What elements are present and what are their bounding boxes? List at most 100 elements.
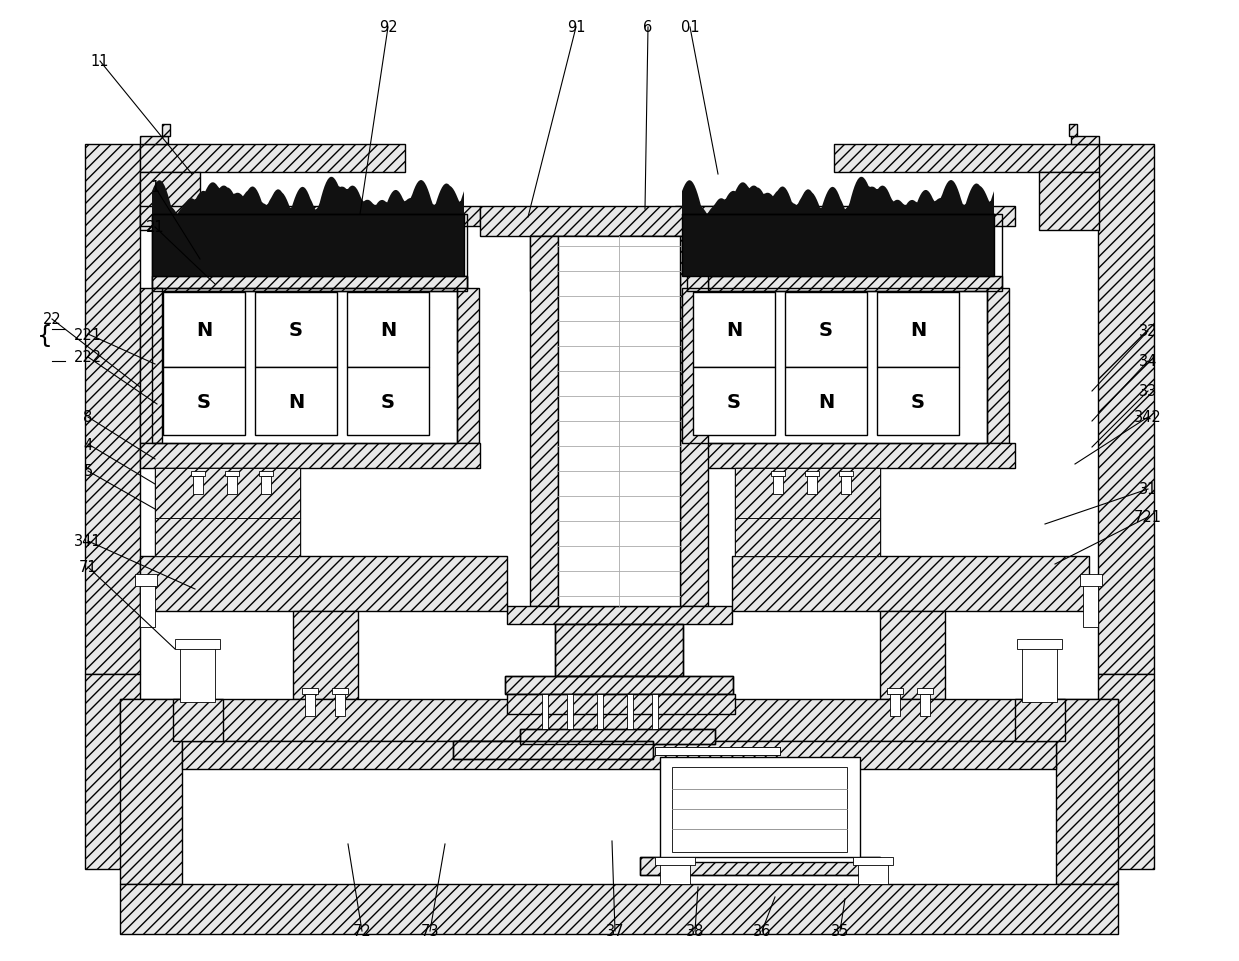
Text: 6: 6 [643,20,653,36]
Bar [655,748,781,755]
Bar [680,236,707,606]
Bar [140,556,507,611]
Text: 01: 01 [680,20,699,36]
Bar [259,472,273,477]
Text: 22: 22 [42,312,62,327]
Bar [140,173,199,231]
Polygon shape [735,469,880,519]
Bar [641,857,880,875]
Text: S: S [197,392,211,411]
Bar [506,677,733,694]
Text: 221: 221 [74,327,102,342]
Text: 341: 341 [74,534,102,549]
Polygon shape [735,519,880,556]
Bar [686,277,1002,292]
Bar [479,207,758,236]
Bar [507,694,735,714]
Bar [1040,173,1099,231]
Bar [85,145,140,675]
Bar [1056,700,1118,884]
Bar [693,368,776,435]
Bar [880,611,945,700]
Bar [652,694,658,729]
Polygon shape [681,178,994,214]
Bar [655,857,695,865]
Text: 33: 33 [1139,384,1157,399]
Bar [841,477,851,495]
Bar [1069,125,1077,136]
Bar [660,862,690,884]
Bar [1080,575,1101,586]
Bar [887,688,903,694]
Text: S: S [289,321,304,339]
Bar [660,757,860,862]
Bar [839,472,852,477]
Bar [140,288,162,444]
Bar [453,741,653,759]
Text: 32: 32 [1139,324,1157,339]
Text: 11: 11 [90,55,109,69]
Bar [558,236,680,606]
Bar [305,694,315,716]
Bar [567,694,572,729]
Bar [135,575,157,586]
Bar [520,729,715,744]
Text: S: S [911,392,926,411]
Bar [152,214,467,277]
Bar [347,293,429,368]
Bar [641,857,880,875]
Bar [917,688,933,694]
Bar [530,236,558,606]
Bar [541,694,548,729]
Bar [173,700,223,741]
Bar [1098,145,1154,675]
Bar [457,288,479,444]
Bar [1083,579,1098,628]
Bar [681,214,994,277]
Bar [302,688,318,694]
Bar [655,748,781,755]
Bar [530,236,707,292]
Bar [771,472,786,477]
Bar [164,368,245,435]
Text: 8: 8 [83,410,93,425]
Bar [332,688,348,694]
Bar [805,472,819,477]
Bar [520,729,715,744]
Bar [1017,639,1062,650]
Bar [987,288,1009,444]
Bar [152,277,467,292]
Bar [555,625,683,677]
Bar [191,472,204,477]
Bar [140,145,405,173]
Bar [227,477,237,495]
Bar [140,579,155,628]
Text: N: N [909,321,926,339]
Text: 73: 73 [421,924,440,939]
Text: 38: 38 [686,924,704,939]
Bar [506,677,733,694]
Text: {: { [37,324,53,348]
Bar [877,293,959,368]
Bar [773,477,783,495]
Bar [786,293,867,368]
Text: N: N [726,321,742,339]
Bar [857,862,888,884]
Bar [292,611,358,700]
Text: N: N [380,321,396,339]
Bar [120,700,1118,741]
Text: 36: 36 [753,924,771,939]
Text: 222: 222 [74,350,102,365]
Text: 31: 31 [1139,482,1157,497]
Bar [175,639,221,650]
Bar [681,214,994,277]
Bar [225,472,239,477]
Text: 35: 35 [831,924,849,939]
Bar [1022,648,1057,702]
Text: 72: 72 [353,924,372,939]
Bar [164,293,245,368]
Bar [182,741,1056,769]
Bar [675,444,1015,469]
Text: 91: 91 [566,20,585,36]
Bar [877,368,959,435]
